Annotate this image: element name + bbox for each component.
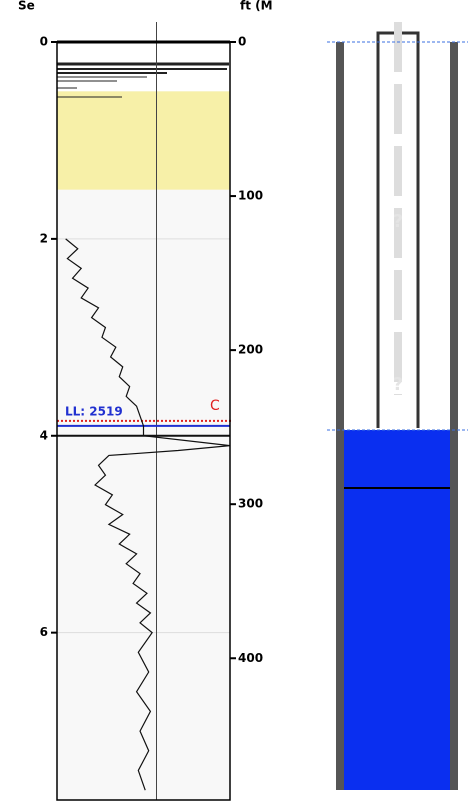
trace (65, 238, 231, 791)
unknown-mark: ? (393, 211, 403, 232)
depth-tick-label: 4 (40, 428, 48, 442)
casing-left (336, 42, 344, 790)
ft-tick-label: 400 (238, 651, 263, 665)
unknown-mark: ? (393, 374, 403, 395)
left-unit: Se (18, 0, 35, 13)
depth-tick-label: 2 (40, 231, 48, 245)
well-diagram: ? ? (327, 22, 468, 790)
ft-tick-label: 300 (238, 497, 263, 511)
level-marker: C (210, 398, 220, 414)
depth-tick-label: 0 (40, 35, 48, 49)
zone (57, 91, 230, 190)
casing-right (450, 42, 458, 790)
level-label: LL: 2519 (65, 404, 123, 418)
water (344, 430, 450, 790)
ft-tick-label: 200 (238, 343, 263, 357)
ft-tick-label: 100 (238, 189, 263, 203)
right-unit: ft (M (240, 0, 273, 13)
top-white (57, 42, 230, 92)
ft-tick-label: 0 (238, 35, 246, 49)
depth-tick-label: 6 (40, 625, 48, 639)
